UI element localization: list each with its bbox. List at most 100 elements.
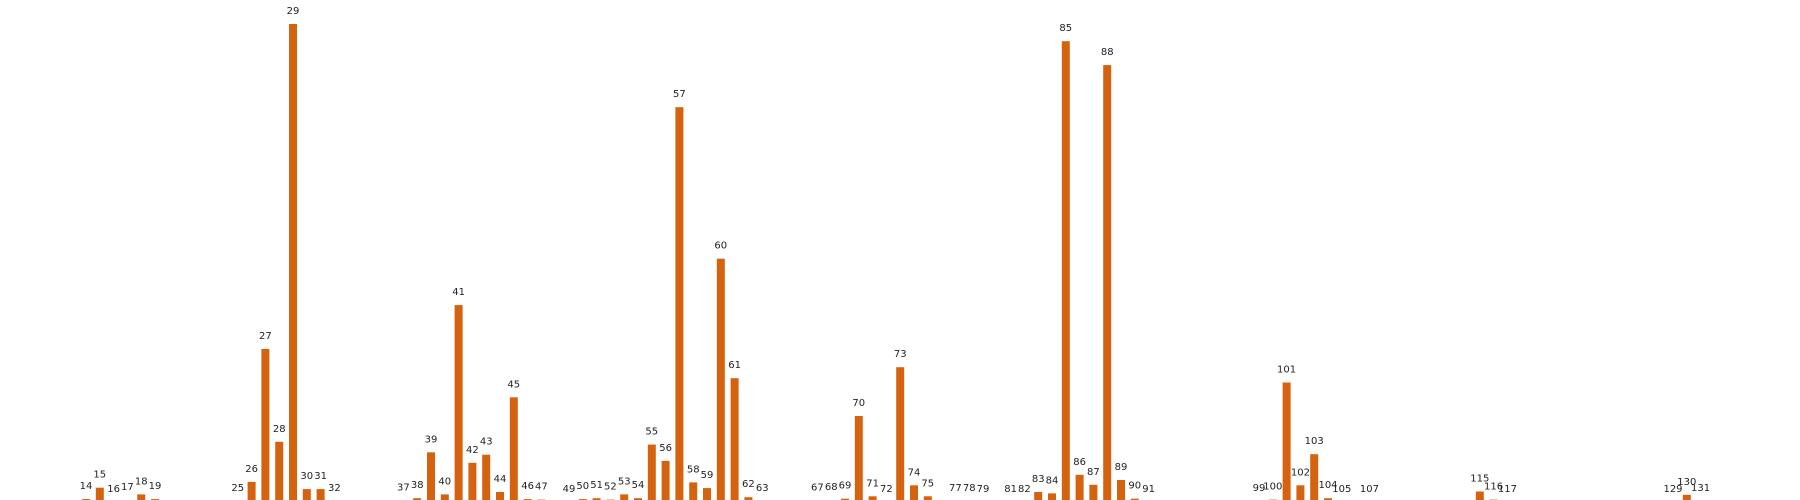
bar-88 [1103,65,1112,500]
bar-label-56: 56 [659,443,672,454]
bar-38 [413,498,422,500]
bar-label-100: 100 [1263,482,1282,493]
bar-label-32: 32 [328,483,341,494]
bar-label-73: 73 [894,349,907,360]
bar-28 [275,441,284,500]
bar-label-46: 46 [521,481,534,492]
bar-label-44: 44 [494,474,507,485]
bar-label-43: 43 [480,437,493,448]
bar-43 [482,454,491,500]
bar-75 [923,496,932,500]
bar-label-79: 79 [977,484,990,495]
bar-label-26: 26 [245,464,258,475]
bar-label-31: 31 [314,471,327,482]
bar-label-67: 67 [811,483,824,494]
bar-31 [316,489,325,500]
bar-label-52: 52 [604,482,617,493]
bar-label-115: 115 [1470,474,1489,485]
bar-label-82: 82 [1018,484,1031,495]
bar-45 [509,397,518,500]
bar-label-53: 53 [618,476,631,487]
bar-label-49: 49 [563,484,576,495]
bar-74 [910,485,918,500]
bar-56 [661,460,670,500]
bar-15 [95,487,104,500]
bar-label-86: 86 [1073,457,1086,468]
bar-label-50: 50 [576,481,589,492]
bar-130 [1682,494,1691,500]
bar-71 [868,496,877,500]
bar-label-77: 77 [949,483,962,494]
bar-115 [1475,491,1484,500]
bar-27 [261,349,270,500]
bar-89 [1117,480,1125,500]
bar-label-16: 16 [107,484,120,495]
bar-label-88: 88 [1101,47,1114,58]
bar-label-99: 99 [1253,483,1266,494]
bar-label-30: 30 [300,471,313,482]
bar-label-57: 57 [673,89,686,100]
bar-label-55: 55 [645,427,658,438]
bar-51 [592,498,601,500]
bar-26 [247,481,256,500]
bar-18 [137,494,146,500]
bar-44 [496,492,504,500]
bar-84 [1048,493,1056,500]
bar-label-45: 45 [507,379,520,390]
bar-label-47: 47 [535,482,548,493]
bar-label-39: 39 [425,434,438,445]
bar-label-102: 102 [1291,467,1310,478]
bar-label-101: 101 [1277,365,1296,376]
bar-label-104: 104 [1318,480,1337,491]
bar-53 [620,494,629,500]
bar-label-70: 70 [852,398,865,409]
bar-label-19: 19 [149,481,162,492]
bar-73 [896,367,905,500]
bar-54 [634,498,642,500]
bar-label-62: 62 [742,479,755,490]
bar-label-83: 83 [1032,474,1045,485]
bar-label-41: 41 [452,287,465,298]
bar-label-75: 75 [921,478,934,489]
bar-label-60: 60 [714,241,727,252]
bar-label-84: 84 [1046,475,1059,486]
bar-label-27: 27 [259,331,272,342]
bar-label-91: 91 [1142,484,1155,495]
bar-60 [716,258,725,500]
bar-label-130: 130 [1677,477,1696,488]
bar-101 [1282,382,1291,500]
bar-62 [744,497,753,500]
bar-85 [1061,41,1070,500]
bar-label-90: 90 [1128,481,1141,492]
bar-label-72: 72 [880,484,893,495]
bar-label-81: 81 [1004,484,1017,495]
bar-30 [302,489,311,500]
bar-86 [1075,474,1084,500]
bar-label-25: 25 [231,483,244,494]
bar-label-14: 14 [80,481,93,492]
bar-42 [468,462,477,500]
bar-41 [454,305,463,500]
bar-104 [1324,498,1332,500]
bar-label-63: 63 [756,483,769,494]
bar-label-54: 54 [632,480,645,491]
bar-label-40: 40 [438,476,451,487]
bar-label-58: 58 [687,464,700,475]
bars-group [82,24,1691,500]
bar-label-89: 89 [1115,462,1128,473]
bar-40 [440,494,449,500]
bar-label-107: 107 [1360,484,1379,495]
bar-29 [289,24,297,500]
bar-label-42: 42 [466,445,479,456]
bar-label-129: 129 [1663,484,1682,495]
bar-label-71: 71 [866,478,879,489]
bar-58 [689,482,698,500]
bar-39 [427,452,435,500]
bar-label-87: 87 [1087,467,1100,478]
bar-label-28: 28 [273,424,286,435]
bar-55 [647,444,656,500]
bar-label-103: 103 [1305,436,1324,447]
bar-83 [1034,492,1043,500]
